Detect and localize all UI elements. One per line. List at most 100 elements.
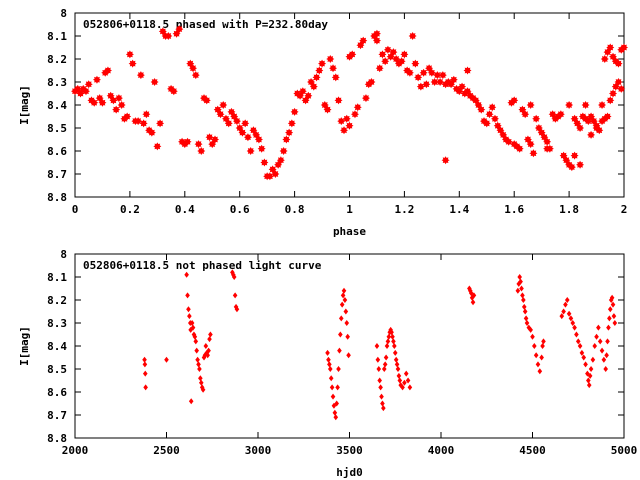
data-point (208, 331, 213, 338)
x-tick-label: 1.6 (504, 203, 524, 216)
x-tick-label: 5000 (611, 444, 638, 457)
data-point (290, 107, 299, 116)
data-point (142, 370, 148, 377)
data-point (341, 287, 347, 294)
data-point (189, 320, 195, 326)
data-point (477, 105, 486, 114)
data-point (470, 299, 476, 306)
data-point (344, 320, 350, 326)
data-point (379, 393, 384, 400)
x-tick-label: 4000 (428, 444, 455, 457)
data-point (400, 50, 409, 59)
data-point (234, 306, 240, 313)
data-point (612, 320, 618, 326)
data-point (576, 124, 585, 132)
data-point (184, 271, 189, 278)
data-point (594, 333, 599, 340)
y-tick-label: 8.2 (47, 53, 67, 66)
data-point (257, 144, 266, 153)
data-point (353, 103, 362, 112)
y-tick-label: 8.1 (47, 30, 67, 43)
data-point (203, 343, 209, 349)
data-point (84, 80, 93, 89)
data-point (326, 356, 331, 363)
data-point (430, 78, 439, 86)
unphased-plot: 2000 2500 3000 3500 4000 4500 5000 8 8.1 8.2 8.3 8.… (18, 248, 637, 479)
data-point (340, 126, 349, 135)
data-point (576, 160, 585, 169)
data-point (598, 101, 607, 109)
data-point (587, 372, 593, 379)
data-point (206, 347, 211, 354)
data-point (471, 292, 477, 299)
data-point (422, 80, 431, 89)
data-point (603, 366, 608, 372)
data-point (192, 333, 198, 340)
data-point (603, 112, 612, 121)
data-point (600, 55, 609, 63)
data-point (587, 130, 596, 139)
data-point (389, 329, 394, 336)
data-point (193, 338, 199, 345)
data-point (570, 151, 579, 160)
data-point (195, 356, 200, 363)
data-point (147, 128, 156, 137)
data-point (611, 313, 617, 320)
data-point (488, 103, 497, 112)
data-point (403, 370, 409, 377)
data-point (389, 48, 398, 57)
data-point (599, 347, 605, 354)
data-point (419, 68, 428, 77)
data-point (112, 105, 121, 114)
y-tick-label: 8.6 (47, 145, 67, 158)
data-point (467, 285, 472, 292)
data-point (231, 274, 237, 280)
data-point (304, 91, 313, 100)
data-point (574, 331, 579, 338)
x-tick-label: 0 (72, 203, 79, 216)
data-point (521, 303, 527, 310)
data-point (128, 59, 137, 68)
y-tick-label: 8.3 (47, 317, 67, 330)
data-point (559, 313, 565, 320)
data-point (205, 352, 210, 359)
data-point (482, 119, 491, 128)
data-point (396, 372, 402, 379)
data-point (327, 361, 332, 368)
data-point (518, 278, 523, 285)
data-point (233, 303, 239, 310)
data-point (377, 377, 382, 384)
data-point (539, 354, 544, 361)
data-point (579, 349, 585, 356)
data-point (271, 170, 280, 178)
data-point (567, 163, 576, 172)
data-point (327, 366, 333, 372)
data-point (407, 384, 413, 391)
data-point (563, 301, 568, 308)
data-point (588, 366, 594, 372)
data-point (318, 59, 327, 68)
data-point (597, 338, 603, 345)
data-point (581, 354, 587, 361)
data-point (607, 315, 612, 322)
data-point (586, 382, 592, 389)
data-point (183, 137, 192, 146)
data-point (529, 149, 538, 158)
data-point (385, 338, 391, 345)
data-point (254, 135, 263, 144)
x-tick-label: 1.8 (559, 203, 579, 216)
data-point (81, 87, 90, 96)
data-point (572, 324, 577, 331)
data-point (375, 356, 381, 363)
data-point (331, 73, 340, 82)
data-point (601, 356, 607, 363)
data-point (607, 306, 613, 313)
data-point (200, 386, 206, 393)
x-axis-label: phase (333, 225, 366, 238)
y-tick-label: 8.7 (47, 168, 67, 181)
data-point (382, 361, 388, 368)
data-point (533, 352, 539, 359)
data-point (543, 144, 552, 153)
data-point (614, 78, 623, 86)
data-point (524, 320, 530, 326)
